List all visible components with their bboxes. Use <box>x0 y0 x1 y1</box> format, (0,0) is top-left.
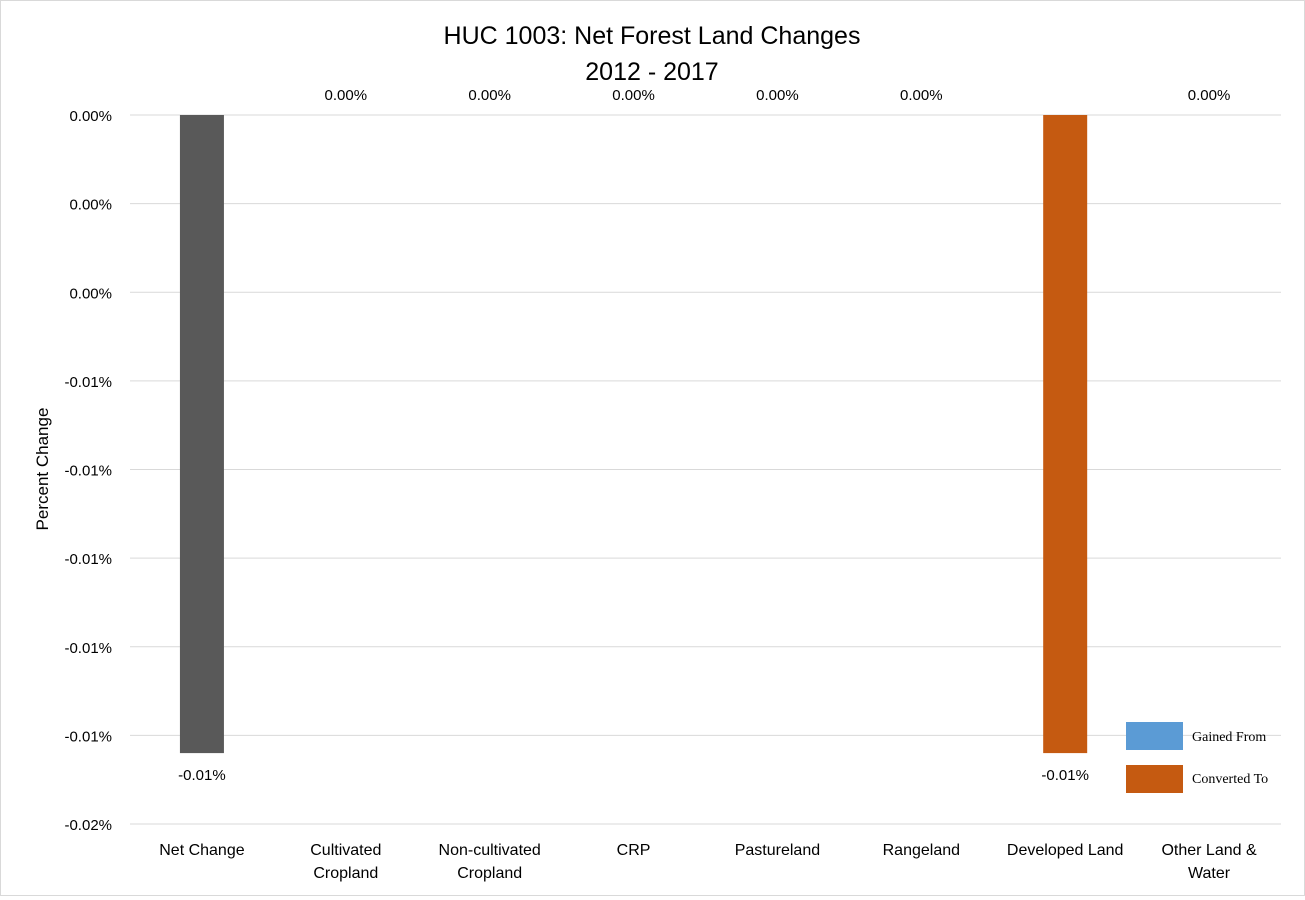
data-label: 0.00% <box>325 87 368 104</box>
data-label: 0.00% <box>756 87 799 104</box>
y-axis-ticks: 0.00% 0.00% 0.00% -0.01% -0.01% -0.01% -0.01% -… <box>64 108 112 834</box>
y-tick-label: 0.00% <box>69 108 112 125</box>
legend-swatch-converted-to <box>1126 765 1183 793</box>
data-label: 0.00% <box>468 87 511 104</box>
y-tick-label: -0.01% <box>64 728 112 745</box>
x-tick-label: Pastureland <box>735 842 820 859</box>
bar <box>1043 115 1088 754</box>
y-axis-label: Percent Change <box>33 408 52 531</box>
x-tick-label: Water <box>1188 865 1231 882</box>
data-label: -0.01% <box>1041 767 1089 784</box>
legend-label-converted-to: Converted To <box>1192 772 1268 787</box>
legend-swatch-gained-from <box>1126 722 1183 750</box>
data-label: 0.00% <box>900 87 943 104</box>
x-tick-label: Developed Land <box>1007 842 1124 859</box>
x-tick-label: Cropland <box>457 865 522 882</box>
x-tick-label: Non-cultivated <box>439 842 541 859</box>
legend: Gained From Converted To <box>1126 722 1268 793</box>
y-tick-label: -0.01% <box>64 374 112 391</box>
x-tick-label: Cultivated <box>310 842 381 859</box>
y-tick-label: -0.02% <box>64 817 112 834</box>
y-tick-label: 0.00% <box>69 197 112 214</box>
x-tick-label: Cropland <box>313 865 378 882</box>
legend-label-gained-from: Gained From <box>1192 730 1266 745</box>
data-labels: -0.01% 0.00% 0.00% 0.00% 0.00% 0.00% -0.01% 0.0… <box>178 87 1230 784</box>
x-tick-label: Net Change <box>159 842 244 859</box>
data-label: 0.00% <box>1188 87 1231 104</box>
x-tick-label: CRP <box>617 842 651 859</box>
data-label: -0.01% <box>178 767 226 784</box>
y-tick-label: -0.01% <box>64 463 112 480</box>
chart-title: HUC 1003: Net Forest Land Changes <box>444 22 861 50</box>
bars <box>179 115 1088 754</box>
x-axis-ticks: Net Change Cultivated Cropland Non-cultivat… <box>159 842 1257 882</box>
y-tick-label: -0.01% <box>64 551 112 568</box>
x-tick-label: Rangeland <box>883 842 960 859</box>
bar <box>179 115 224 754</box>
chart-subtitle: 2012 - 2017 <box>585 58 718 86</box>
gridlines <box>130 114 1281 825</box>
data-label: 0.00% <box>612 87 655 104</box>
x-tick-label: Other Land & <box>1161 842 1257 859</box>
y-tick-label: -0.01% <box>64 640 112 657</box>
y-tick-label: 0.00% <box>69 285 112 302</box>
